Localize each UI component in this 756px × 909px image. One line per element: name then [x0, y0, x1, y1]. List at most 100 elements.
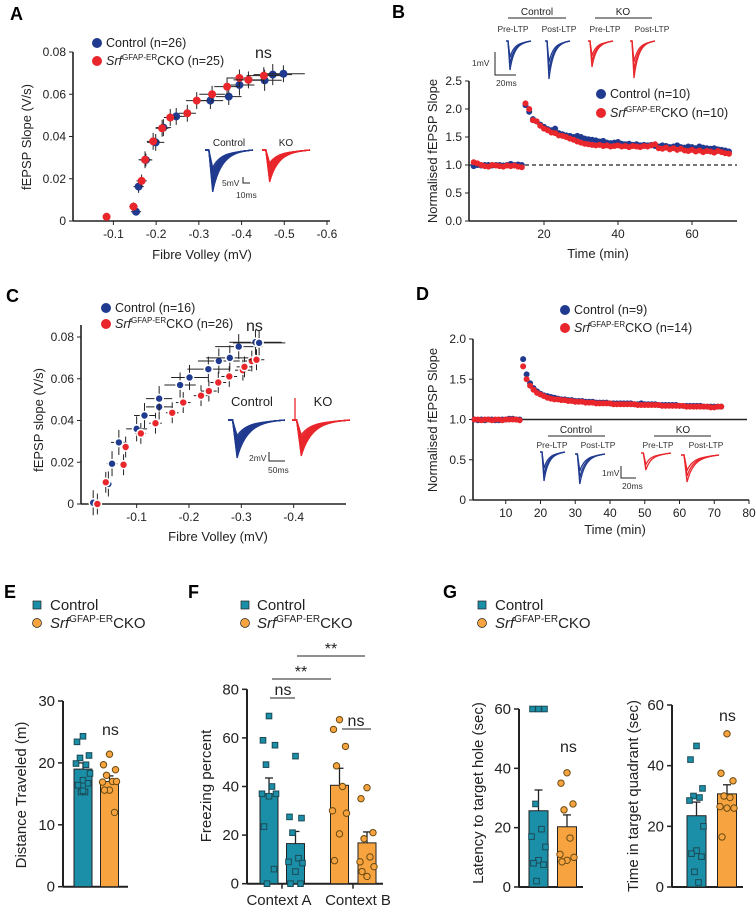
genotype-suffix: CKO (n=26)	[166, 317, 233, 331]
ko-pre-ltp-trace	[641, 452, 672, 471]
data-point-square	[73, 738, 81, 746]
series-control	[88, 329, 286, 516]
trace-line	[228, 419, 286, 459]
data-point-circle	[338, 782, 347, 791]
data-point-square	[72, 760, 80, 767]
legend-label-control: Control	[257, 597, 305, 614]
category-label-context-b: Context B	[325, 892, 391, 909]
data-point-circle	[332, 762, 341, 770]
significance-ns: ns	[275, 682, 292, 699]
genotype-suffix: CKO (n=14)	[625, 321, 692, 335]
data-point-square	[292, 868, 299, 875]
legend-label-cko: SrfGFAP-ERCKO (n=26)	[115, 316, 233, 331]
y-tick-label: 60	[222, 730, 239, 747]
data-point	[235, 73, 244, 82]
significance-ns: ns	[246, 318, 263, 335]
x-tick-label: -0.3	[189, 227, 210, 241]
data-point	[523, 371, 530, 378]
data-point-square	[76, 754, 84, 762]
x-axis-label: Fibre Volley (mV)	[168, 529, 268, 544]
inset-label-pre-ltp: Pre-LTP	[642, 440, 673, 450]
trace-line	[681, 454, 720, 483]
scale-bar-time: 50ms	[268, 465, 289, 475]
y-tick-label: 0.02	[51, 455, 75, 469]
data-point-square	[696, 794, 703, 801]
panel-e: Control SrfGFAP-ERCKO Distance Traveled …	[13, 597, 146, 868]
legend-marker-control	[477, 600, 487, 610]
data-point	[167, 407, 178, 418]
data-point-circle	[112, 777, 121, 786]
data-point-circle	[111, 766, 120, 774]
legend-label-cko: SrfGFAP-ERCKO (n=14)	[574, 320, 692, 335]
data-point-circle	[569, 800, 577, 808]
legend-label-control: Control (n=9)	[574, 303, 647, 317]
y-tick-label: 0.0	[445, 214, 462, 228]
x-axis-label: Time (min)	[584, 522, 646, 537]
data-point-circle	[98, 778, 107, 786]
data-point-circle	[369, 828, 377, 837]
series-control	[471, 356, 725, 424]
y-tick-label: 0	[656, 879, 664, 896]
data-point-square	[529, 705, 536, 713]
y-axis-label: Normalised fEPSP Slope	[425, 79, 440, 223]
data-point-square	[260, 823, 268, 830]
series-cko	[98, 750, 121, 888]
data-point-circle	[729, 777, 737, 785]
legend-marker-control	[240, 600, 250, 610]
data-point-circle	[557, 779, 565, 787]
data-point-circle	[556, 850, 564, 859]
y-tick-label: 0.04	[43, 130, 67, 144]
data-point	[136, 428, 146, 439]
significance-stars: **	[325, 641, 337, 658]
series-cko	[470, 100, 732, 171]
data-point-square	[259, 737, 267, 744]
chart-b-1: 20 40 60 0.0 0.5 1.0 1.5 2.0 2.5	[445, 74, 737, 241]
x-tick-label: -0.2	[179, 510, 200, 524]
inset-label-ko: KO	[279, 138, 294, 149]
data-point-square	[285, 858, 292, 866]
data-point	[149, 137, 158, 146]
data-point-circle	[342, 809, 351, 817]
y-tick-label: 2.0	[445, 102, 462, 116]
control-post-ltp-trace	[575, 453, 606, 485]
data-point	[254, 338, 264, 348]
control-trace-set	[228, 419, 286, 459]
data-point-circle	[110, 808, 119, 817]
data-point-square	[289, 829, 296, 836]
data-point	[208, 90, 217, 99]
data-point	[204, 386, 214, 396]
legend-marker-control	[596, 89, 606, 99]
inset-label-post-ltp: Post-LTP	[542, 24, 577, 34]
data-point	[139, 410, 150, 421]
data-point-circle	[720, 792, 728, 800]
significance-ns: ns	[560, 739, 577, 756]
data-point-square	[262, 761, 270, 768]
inset-label-control: Control	[521, 7, 553, 18]
data-point-square	[258, 790, 266, 798]
y-tick-label: 20	[38, 755, 55, 772]
bar	[73, 768, 93, 888]
series-control	[528, 705, 549, 888]
data-point-square	[695, 879, 702, 886]
scale-bar	[268, 452, 285, 462]
y-tick-label: 0.06	[43, 87, 67, 101]
data-point-circle	[570, 853, 578, 862]
significance-ns: ns	[719, 708, 736, 725]
ko-pre-ltp-trace	[588, 40, 614, 68]
data-point	[154, 393, 164, 404]
panel-c: Control (n=16) SrfGFAP-ERCKO (n=26) ns f…	[31, 301, 332, 544]
scale-bar	[620, 466, 636, 479]
x-tick-label: -0.2	[146, 227, 167, 241]
data-point-circle	[566, 834, 574, 842]
legend-label-cko: SrfGFAP-ERCKO	[50, 614, 146, 632]
data-point-circle	[335, 830, 344, 838]
data-point	[223, 82, 232, 91]
superscript: GFAP-ER	[514, 614, 558, 625]
data-point	[259, 71, 268, 80]
y-tick-label: 30	[38, 693, 55, 710]
x-tick-label: -0.3	[231, 510, 252, 524]
superscript: GFAP-ER	[131, 316, 166, 325]
data-point-square	[698, 853, 705, 860]
data-point	[102, 212, 111, 221]
